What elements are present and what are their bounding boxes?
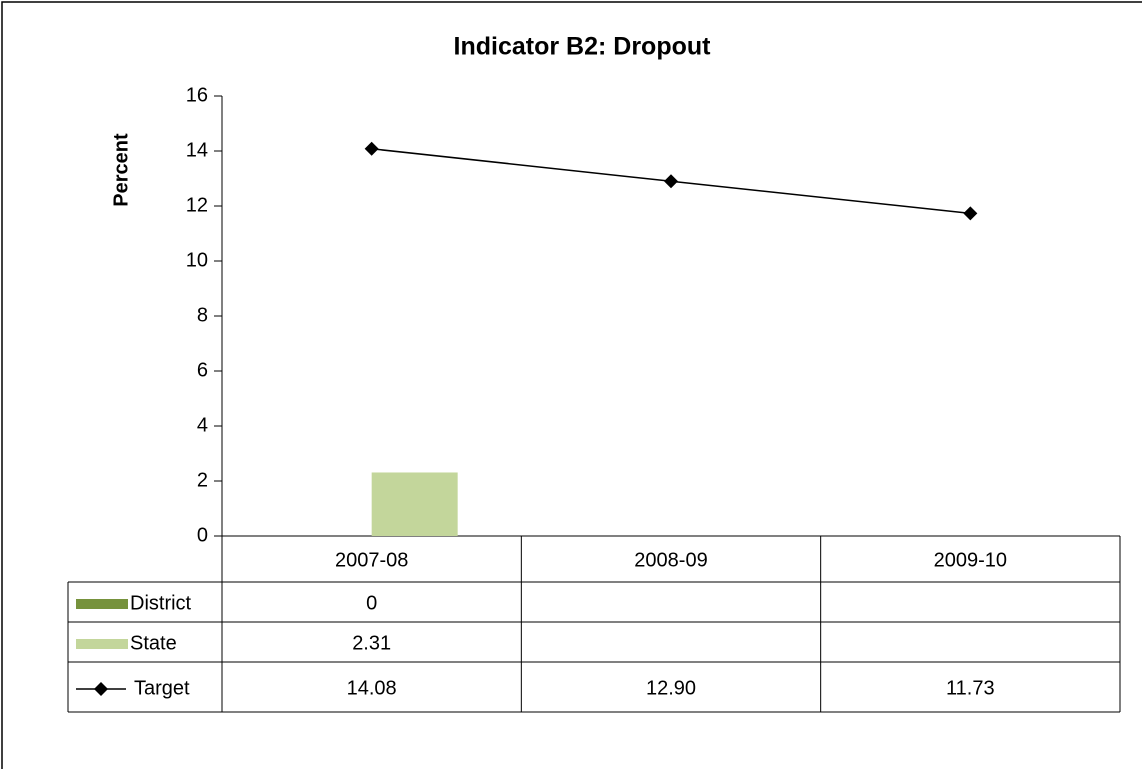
legend-label: Target: [134, 677, 190, 699]
legend-swatch: [76, 599, 128, 609]
data-label: 2.31: [352, 632, 391, 654]
bar: [371, 472, 458, 536]
y-tick-label: 2: [197, 469, 208, 491]
data-label: 14.08: [347, 677, 397, 699]
x-tick-label: 2009-10: [934, 549, 1007, 571]
line-marker: [364, 141, 379, 156]
y-axis-label: Percent: [110, 133, 132, 207]
y-tick-label: 8: [197, 304, 208, 326]
data-label: 11.73: [946, 677, 995, 699]
data-label: 12.90: [646, 677, 696, 699]
legend-label: District: [130, 592, 192, 614]
data-label: 0: [366, 592, 377, 614]
y-tick-label: 12: [186, 194, 208, 216]
legend-label: State: [130, 632, 177, 654]
legend-swatch: [76, 639, 128, 649]
y-tick-label: 10: [186, 249, 208, 271]
line-marker: [664, 174, 678, 189]
x-tick-label: 2008-09: [634, 549, 707, 571]
chart-title: Indicator B2: Dropout: [454, 33, 712, 61]
y-tick-label: 0: [197, 524, 208, 546]
y-tick-label: 6: [197, 359, 208, 381]
x-tick-label: 2007-08: [335, 549, 408, 571]
y-tick-label: 14: [186, 139, 208, 161]
line-marker: [963, 206, 978, 221]
y-tick-label: 4: [197, 414, 208, 436]
legend-marker: [94, 682, 108, 696]
y-tick-label: 16: [186, 84, 208, 106]
